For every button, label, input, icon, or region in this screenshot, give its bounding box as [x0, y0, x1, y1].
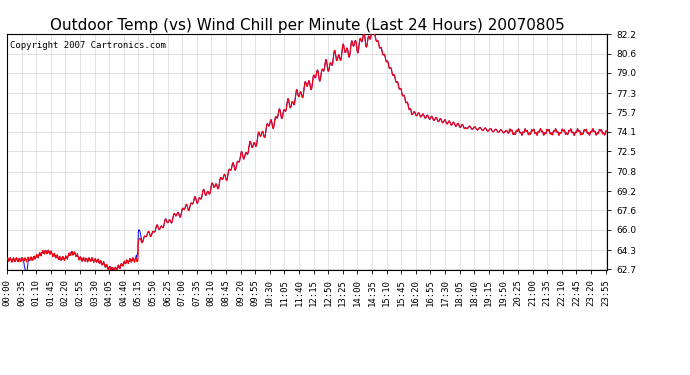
- Text: Copyright 2007 Cartronics.com: Copyright 2007 Cartronics.com: [10, 41, 166, 50]
- Title: Outdoor Temp (vs) Wind Chill per Minute (Last 24 Hours) 20070805: Outdoor Temp (vs) Wind Chill per Minute …: [50, 18, 564, 33]
